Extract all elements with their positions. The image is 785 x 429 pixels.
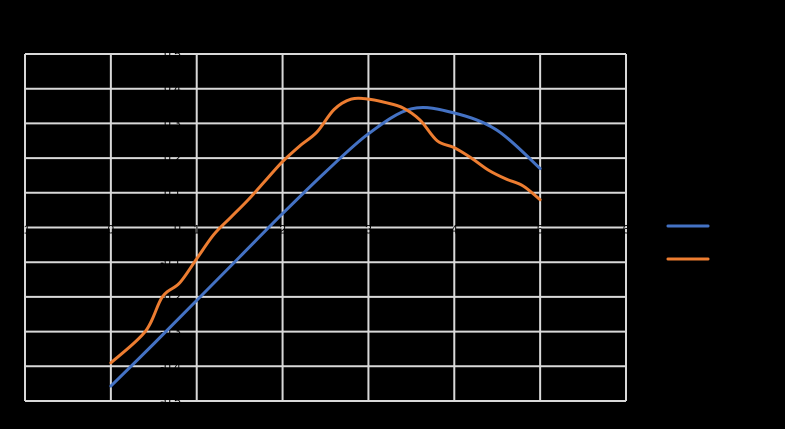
series-line-1 [109, 106, 542, 388]
x-tick-label: 2 [279, 223, 286, 237]
y-tick-label: 0.4 [164, 82, 181, 96]
y-tick-label: 0 [174, 221, 181, 235]
y-tick-label: -0.4 [160, 359, 181, 373]
y-tick-label: 0.3 [164, 116, 181, 130]
x-tick-label: 6 [623, 223, 630, 237]
y-tick-label: -0.1 [160, 255, 181, 269]
series-line-2 [109, 96, 542, 365]
x-tick-label: -1 [20, 223, 31, 237]
series-lines [109, 96, 542, 388]
y-tick-label: 0.5 [164, 47, 181, 61]
x-tick-label: 0 [108, 223, 115, 237]
y-tick-label: -0.3 [160, 325, 181, 339]
y-tick-label: 0.2 [164, 151, 181, 165]
x-tick-label: 5 [537, 223, 544, 237]
y-tick-label: -0.5 [160, 394, 181, 408]
x-tick-label: 1 [193, 223, 200, 237]
x-tick-label: 3 [365, 223, 372, 237]
y-tick-label: 0.1 [164, 186, 181, 200]
legend [666, 224, 710, 261]
x-tick-label: 4 [451, 223, 458, 237]
